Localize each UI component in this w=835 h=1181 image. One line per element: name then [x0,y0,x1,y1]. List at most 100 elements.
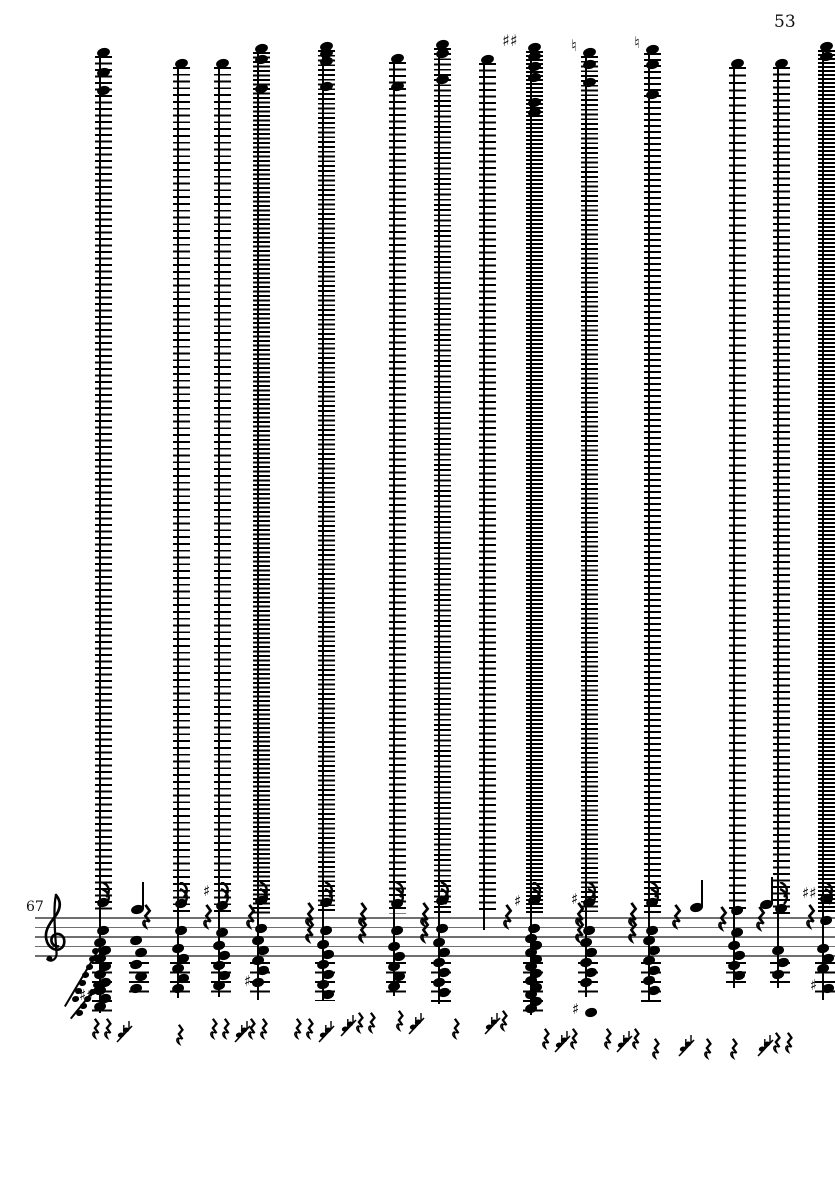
quarter-rest-icon [503,904,513,930]
ledger-lines [434,48,451,914]
accidental: ♯♯ [802,884,817,902]
accidental: ♯♯ [502,31,518,50]
notehead [387,940,401,952]
flag-icon [824,882,835,908]
ledger-lines [773,67,790,914]
accidental: ♮ [571,36,577,55]
grace-note-dot [81,971,90,979]
quarter-rest-icon [92,1018,101,1040]
flag-icon [179,882,193,908]
quarter-rest-icon [542,1028,551,1050]
pair-note-icon [484,1012,502,1036]
pair-note-icon [340,1014,358,1038]
quarter-rest-icon [785,1032,794,1054]
notehead [316,938,330,950]
quarter-rest-icon [305,918,315,944]
ledger-lines [526,51,543,914]
quarter-rest-icon [652,1038,661,1060]
ledger-lines [581,56,598,914]
quarter-rest-icon [420,918,430,944]
accidental: ♯ [203,882,211,900]
treble-clef-icon [40,893,70,973]
pair-note-icon [234,1020,252,1044]
accidental: ♯ [572,1000,580,1018]
notehead [584,1006,598,1018]
ledger-lines [479,63,496,914]
ledger-lines [729,67,746,914]
flag-icon [395,882,409,908]
quarter-rest-icon [248,1018,257,1040]
ledger-lines [644,53,661,914]
flag-icon [220,882,234,908]
quarter-rest-icon [730,1038,739,1060]
quarter-rest-icon [570,1028,579,1050]
note-stem [701,880,703,907]
quarter-rest-icon [806,904,816,930]
notehead [212,939,226,951]
quarter-rest-icon [203,904,213,930]
grace-note-dot [75,1009,84,1017]
accidental: ♯ [810,976,818,994]
flag-icon [650,882,664,908]
quarter-rest-icon [358,918,368,944]
quarter-rest-icon [246,904,256,930]
accidental: ♯ [571,890,579,908]
measure-number: 67 [26,899,44,915]
quarter-rest-icon [306,1018,315,1040]
ledger-lines [95,56,112,914]
ledger-lines [253,52,270,914]
ledger-lines [318,50,335,914]
accidental: ♯ [244,972,252,990]
quarter-rest-icon [704,1038,713,1060]
quarter-rest-icon [210,1018,219,1040]
notehead [816,942,830,954]
pair-note-icon [116,1020,134,1044]
flag-icon [440,882,454,908]
staff-line [35,917,835,919]
quarter-rest-icon [773,1032,782,1054]
staff-line [35,926,835,929]
pair-note-icon [616,1030,634,1054]
quarter-rest-icon [628,918,638,944]
accidental: ♯♯ [79,986,94,1004]
pair-note-icon [408,1012,426,1036]
flag-icon [532,882,546,908]
ledger-lines [214,67,231,914]
flag-icon [259,882,273,908]
pair-note-icon [554,1030,572,1054]
flag-icon [779,882,793,908]
staff-line [35,936,835,938]
quarter-rest-icon [452,1018,461,1040]
accidental: ♯ [514,892,522,910]
quarter-rest-icon [500,1010,509,1032]
pair-note-icon [318,1020,336,1044]
quarter-rest-icon [222,1018,231,1040]
quarter-rest-icon [718,906,728,932]
quarter-rest-icon [176,1024,185,1046]
quarter-rest-icon [294,1018,303,1040]
pair-note-icon [678,1034,696,1058]
pair-note-icon [757,1034,775,1058]
quarter-rest-icon [632,1028,641,1050]
staff-line [35,955,835,957]
quarter-rest-icon [575,918,585,944]
quarter-rest-icon [756,906,766,932]
flag-icon [101,882,115,908]
quarter-rest-icon [672,904,682,930]
quarter-rest-icon [104,1018,113,1040]
quarter-rest-icon [396,1010,405,1032]
quarter-rest-icon [368,1012,377,1034]
quarter-rest-icon [142,904,152,930]
quarter-rest-icon [604,1028,613,1050]
ledger-lines [173,67,190,914]
page-number: 53 [774,12,796,32]
ledger-lines [389,62,406,914]
flag-icon [587,882,601,908]
notehead [171,942,185,954]
note-stem [142,882,144,909]
notehead [727,939,741,951]
ledger-lines [818,50,835,914]
quarter-rest-icon [260,1018,269,1040]
